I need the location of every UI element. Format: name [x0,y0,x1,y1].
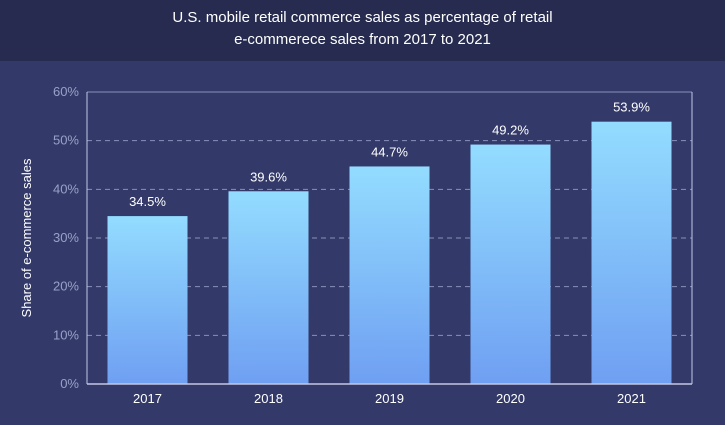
x-tick-label: 2018 [254,391,283,406]
x-tick-label: 2020 [496,391,525,406]
y-tick-label: 50% [53,133,79,148]
bar-2017 [107,216,188,384]
data-label-2019: 44.7% [371,144,408,159]
bar-2019 [349,166,430,384]
bar-2021 [591,121,672,384]
title-band: U.S. mobile retail commerce sales as per… [0,0,725,61]
x-tick-label: 2021 [617,391,646,406]
y-tick-label: 20% [53,279,79,294]
axes [86,92,693,385]
bar-2018 [228,191,309,384]
bar-2020 [470,144,551,384]
y-tick-label: 30% [53,230,79,245]
y-axis-label: Share of e-commerce sales [19,158,34,317]
y-tick-label: 40% [53,181,79,196]
y-tick-label: 10% [53,327,79,342]
chart-title-line-2: e-commerece sales from 2017 to 2021 [234,31,491,48]
chart-title-line-1: U.S. mobile retail commerce sales as per… [172,9,553,26]
x-tick-label: 2017 [133,391,162,406]
data-label-2017: 34.5% [129,194,166,209]
bars [107,121,672,384]
gridlines [87,91,692,336]
labels: 0% 10% 20% 30% 40% 50% 60% 34.5% 2017 39.6% 2018 44… [53,84,650,406]
x-tick-label: 2019 [375,391,404,406]
data-label-2021: 53.9% [613,100,650,115]
data-label-2018: 39.6% [250,169,287,184]
data-label-2020: 49.2% [492,123,529,138]
y-tick-label: 60% [53,84,79,99]
y-tick-label: 0% [60,376,79,391]
